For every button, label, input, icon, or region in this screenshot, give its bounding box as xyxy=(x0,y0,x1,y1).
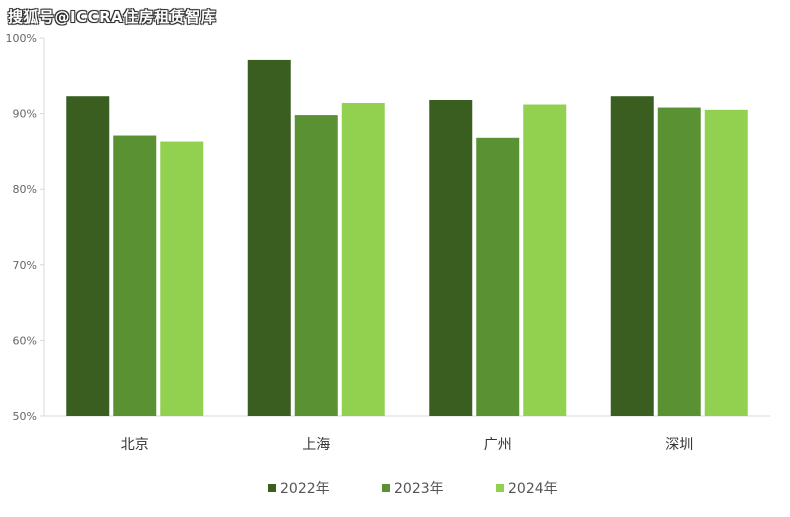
legend-label: 2024年 xyxy=(508,481,558,497)
legend-swatch xyxy=(382,484,390,492)
bar xyxy=(66,96,110,416)
y-tick-label: 90% xyxy=(13,108,37,121)
y-axis: 50% 60% 70% 80% 90% 100% xyxy=(6,32,45,423)
watermark-text: 搜狐号@ICCRA住房租赁智库 xyxy=(8,8,217,26)
legend: 2022年 2023年 2024年 xyxy=(268,481,558,497)
category-labels: 北京 上海 广州 深圳 xyxy=(121,437,694,453)
x-tick-label: 上海 xyxy=(302,437,330,453)
bar xyxy=(113,135,157,417)
y-tick-label: 100% xyxy=(6,32,37,45)
x-tick-label: 广州 xyxy=(484,437,512,453)
y-tick-label: 60% xyxy=(13,334,37,347)
bar xyxy=(341,103,385,417)
bar xyxy=(523,104,567,416)
legend-label: 2023年 xyxy=(394,481,444,497)
y-tick-label: 50% xyxy=(13,410,37,423)
bar xyxy=(160,141,204,416)
bar xyxy=(476,137,520,417)
legend-swatch xyxy=(268,484,276,492)
bar xyxy=(247,59,291,416)
bar xyxy=(657,107,701,416)
x-tick-label: 北京 xyxy=(121,437,149,453)
bar xyxy=(294,115,338,416)
bar xyxy=(429,99,473,416)
y-tick-label: 70% xyxy=(13,259,37,272)
x-tick-label: 深圳 xyxy=(665,437,693,453)
bar xyxy=(610,96,654,416)
bar xyxy=(704,109,748,416)
legend-swatch xyxy=(496,484,504,492)
legend-label: 2022年 xyxy=(280,481,330,497)
y-tick-label: 80% xyxy=(13,183,37,196)
bar-series-group xyxy=(66,59,748,417)
